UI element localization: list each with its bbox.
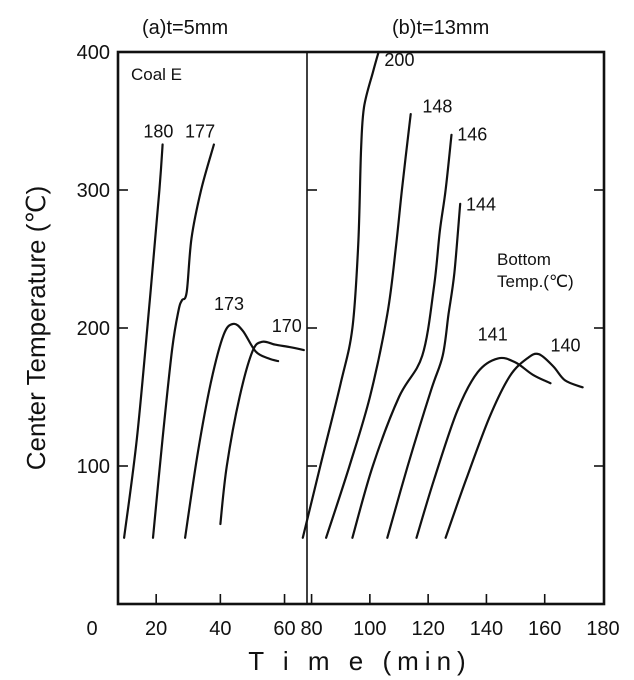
series-line-173: [184, 322, 280, 539]
y-tick-label: 400: [77, 42, 110, 64]
text-layer: (a)t=5mm (b)t=13mm Coal E Center Tempera…: [21, 17, 620, 676]
series-line-141: [415, 356, 552, 539]
bottom-temp-annotation-line: Temp.(℃): [497, 272, 574, 291]
series-label-140: 140: [551, 335, 581, 355]
bottom-temp-annotation: Bottom Temp.(℃): [497, 250, 574, 291]
x-tick-label: 20: [145, 618, 167, 640]
series-label-146: 146: [457, 124, 487, 144]
series-line-170: [219, 340, 305, 526]
x-tick-label: 160: [528, 618, 561, 640]
x-axis-title: T i m e (min): [248, 646, 471, 676]
series-label-200: 200: [384, 50, 414, 70]
axis-ticks: [118, 51, 604, 604]
y-tick-label: 200: [77, 318, 110, 340]
x-tick-label: 0: [86, 618, 97, 640]
series-label-170: 170: [272, 316, 302, 336]
series-label-144: 144: [466, 195, 496, 215]
x-tick-label: 80: [300, 618, 322, 640]
panel-title-b: (b)t=13mm: [392, 17, 489, 39]
y-tick-label: 300: [77, 180, 110, 202]
series-line-146: [351, 133, 453, 539]
series-line-200: [301, 50, 380, 539]
series-line-177: [151, 143, 215, 539]
series-label-180: 180: [143, 122, 173, 142]
y-axis-title: Center Temperature (℃): [21, 186, 51, 471]
x-tick-label: 120: [411, 618, 444, 640]
series-label-141: 141: [478, 324, 508, 344]
bottom-temp-annotation-line: Bottom: [497, 250, 551, 269]
series-label-148: 148: [422, 97, 452, 117]
series-label-173: 173: [214, 294, 244, 314]
series-line-140: [444, 352, 584, 539]
curves: [123, 50, 584, 539]
panel-title-a: (a)t=5mm: [142, 17, 228, 39]
series-label-177: 177: [185, 122, 215, 142]
coal-e-annotation: Coal E: [131, 65, 182, 84]
series-line-180: [123, 143, 164, 539]
x-tick-label: 100: [353, 618, 386, 640]
x-tick-label: 60: [273, 618, 295, 640]
x-tick-label: 40: [209, 618, 231, 640]
x-tick-label: 180: [586, 618, 619, 640]
x-tick-label: 140: [470, 618, 503, 640]
y-tick-label: 100: [77, 456, 110, 478]
series-line-148: [325, 113, 412, 539]
series-line-144: [386, 202, 462, 539]
